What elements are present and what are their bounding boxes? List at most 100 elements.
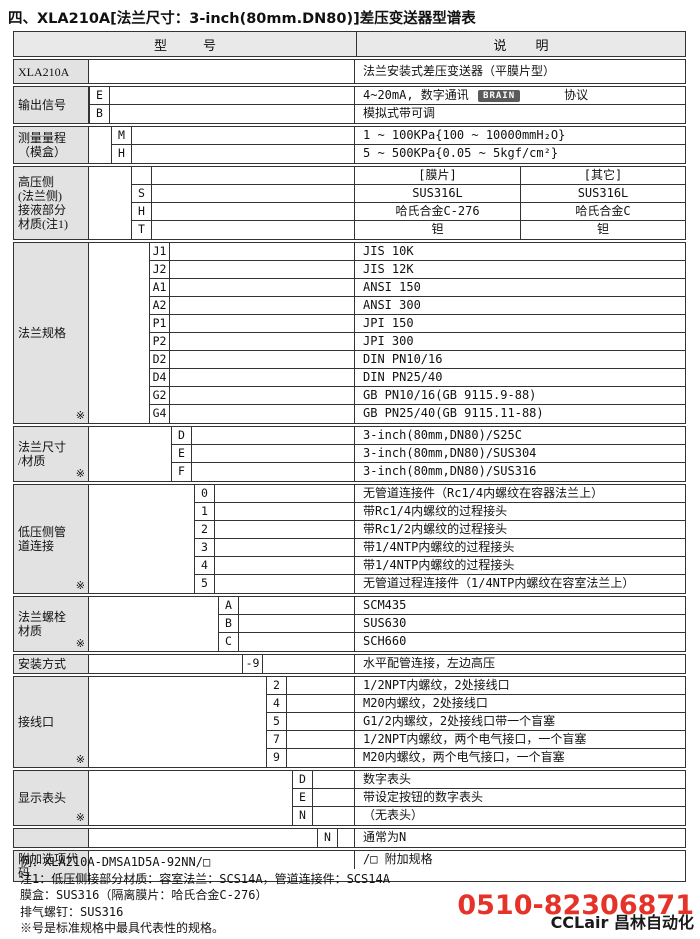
option-row: 5 G1/2内螺纹，2处接线口带一个盲塞 [89, 713, 685, 731]
vendor-name: CCLair 昌林自动化 [550, 913, 694, 932]
header-model-column: 型 号 [153, 37, 217, 53]
description-half: 哈氏合金C-276 [395, 204, 480, 218]
row-indent [89, 243, 149, 261]
model-area-filler [287, 695, 354, 713]
option-description-cell: 哈氏合金C-276 哈氏合金C [354, 203, 685, 221]
section-label-text: 高压侧 (法兰侧) 接液部分 材质(注1) [18, 175, 68, 231]
option-description-cell: 3-inch(80mm,DN80)/SUS304 [354, 445, 685, 463]
option-description-cell: SCH660 [354, 633, 685, 651]
option-code-cell: 4 [266, 695, 287, 713]
option-description-cell: 4~20mA, 数字通讯 BRAIN 协议 [354, 87, 685, 105]
option-code-cell: 7 [266, 731, 287, 749]
option-row: A SCM435 [89, 597, 685, 615]
model-area-filler [152, 221, 354, 239]
model-area-filler [215, 485, 354, 503]
option-description-cell: [膜片] [其它] [354, 167, 685, 185]
option-row: E 4~20mA, 数字通讯 BRAIN 协议 [89, 87, 685, 105]
option-code-cell: E [292, 789, 313, 807]
option-description-cell: 带设定按钮的数字表头 [354, 789, 685, 807]
option-row: S SUS316L SUS316L [89, 185, 685, 203]
option-row: 1 带Rc1/4内螺纹的过程接头 [89, 503, 685, 521]
option-row: A2 ANSI 300 [89, 297, 685, 315]
description-half: SUS316L [412, 186, 463, 200]
option-description-cell: GB PN25/40(GB 9115.11-88) [354, 405, 685, 423]
description-half: 钽 [520, 221, 685, 239]
option-row: 7 1/2NPT内螺纹，两个电气接口，一个盲塞 [89, 731, 685, 749]
option-description-cell: 1/2NPT内螺纹，两个电气接口，一个盲塞 [354, 731, 685, 749]
section-rows: D 数字表头 E 带设定按钮的数字表头 N （无表头） [89, 771, 685, 825]
option-description-cell: 通常为N [354, 829, 685, 847]
row-indent [89, 127, 111, 145]
row-indent [89, 203, 131, 221]
option-code-cell: C [218, 633, 239, 651]
section-label: 测量量程 （模盒） [14, 127, 89, 163]
option-row: G4 GB PN25/40(GB 9115.11-88) [89, 405, 685, 423]
standard-spec-star: ※ [75, 468, 85, 480]
row-indent [89, 677, 266, 695]
section-label-text: 低压侧管 道连接 [18, 525, 67, 553]
model-area-filler [152, 185, 354, 203]
model-area-filler [152, 167, 354, 185]
model-area-filler [170, 387, 354, 405]
option-code-cell: E [89, 87, 110, 105]
standard-spec-star: ※ [75, 580, 85, 592]
standard-spec-star: ※ [75, 812, 85, 824]
model-area-filler [192, 427, 354, 445]
row-indent [89, 145, 111, 163]
description-half: 哈氏合金C [520, 203, 685, 220]
option-row: 9 M20内螺纹，两个电气接口，一个盲塞 [89, 749, 685, 767]
page-title: 四、XLA210A[法兰尺寸：3-inch(80mm.DN80)]差压变送器型谱… [8, 11, 476, 27]
description-half: [其它] [520, 167, 685, 184]
table-section: 附加选项代码 /□ 附加规格 [13, 850, 686, 882]
option-code-cell: 5 [194, 575, 215, 593]
section-label-text: XLA210A [18, 64, 70, 79]
option-row: C SCH660 [89, 633, 685, 651]
model-area-filler [170, 297, 354, 315]
option-description-cell: GB PN10/16(GB 9115.9-88) [354, 387, 685, 405]
table-section: 法兰尺寸 /材质 ※ D 3-inch(80mm,DN80)/S25C E 3-inch(… [13, 426, 686, 482]
option-description-cell: JPI 150 [354, 315, 685, 333]
section-label-text: 法兰螺栓 材质 [18, 610, 67, 638]
option-description-cell: 带Rc1/2内螺纹的过程接头 [354, 521, 685, 539]
row-indent [89, 539, 194, 557]
option-description-cell: 无管道过程连接件（1/4NTP内螺纹在容室法兰上） [354, 575, 685, 593]
table-section: 显示表头 ※ D 数字表头 E 带设定按钮的数字表头 N （无表头） [13, 770, 686, 826]
option-row: 5 无管道过程连接件（1/4NTP内螺纹在容室法兰上） [89, 575, 685, 593]
option-row: /□ 附加规格 [89, 851, 685, 869]
option-code-cell: D2 [149, 351, 170, 369]
option-row: F 3-inch(80mm,DN80)/SUS316 [89, 463, 685, 481]
model-area-filler [132, 145, 354, 163]
model-spec-table: 型 号 说 明 XLA210A 法兰安装式差压变送器（平膜片型） 输出信号 E 4~20mA… [13, 31, 686, 882]
option-description-cell: 数字表头 [354, 771, 685, 789]
table-header-row: 型 号说 明 [13, 31, 686, 57]
option-row: B SUS630 [89, 615, 685, 633]
row-indent [89, 749, 266, 767]
option-description-cell: SCM435 [354, 597, 685, 615]
option-row: N （无表头） [89, 807, 685, 825]
row-indent [89, 807, 292, 825]
option-code-cell: B [89, 105, 110, 123]
option-row: N 通常为N [89, 829, 685, 847]
option-code-cell: 2 [266, 677, 287, 695]
row-indent [89, 405, 149, 423]
model-area-filler [287, 731, 354, 749]
section-rows: 0 无管道连接件（Rc1/4内螺纹在容器法兰上） 1 带Rc1/4内螺纹的过程接头 2 带… [89, 485, 685, 593]
model-area-filler [287, 749, 354, 767]
footnotes: 例：XLA210A-DMSA1D5A-92NN/□ 注1：低压侧接部分材质：容室… [20, 854, 390, 937]
section-rows: N 通常为N [89, 829, 685, 847]
option-description-cell: JIS 12K [354, 261, 685, 279]
option-code-cell: 0 [194, 485, 215, 503]
row-indent [89, 463, 171, 481]
model-area-filler [132, 127, 354, 145]
option-description-cell: 带1/4NTP内螺纹的过程接头 [354, 557, 685, 575]
table-section: N 通常为N [13, 828, 686, 848]
model-area-filler [170, 279, 354, 297]
section-label: XLA210A [14, 60, 89, 83]
row-indent [89, 351, 149, 369]
option-row: H 哈氏合金C-276 哈氏合金C [89, 203, 685, 221]
row-indent [89, 485, 194, 503]
table-section: 输出信号 E 4~20mA, 数字通讯 BRAIN 协议 B 模拟式带可调 [13, 86, 686, 124]
option-description-cell: 5 ~ 500KPa{0.05 ~ 5kgf/cm²} [354, 145, 685, 163]
option-description-cell: 带1/4NTP内螺纹的过程接头 [354, 539, 685, 557]
model-area-filler [313, 771, 354, 789]
